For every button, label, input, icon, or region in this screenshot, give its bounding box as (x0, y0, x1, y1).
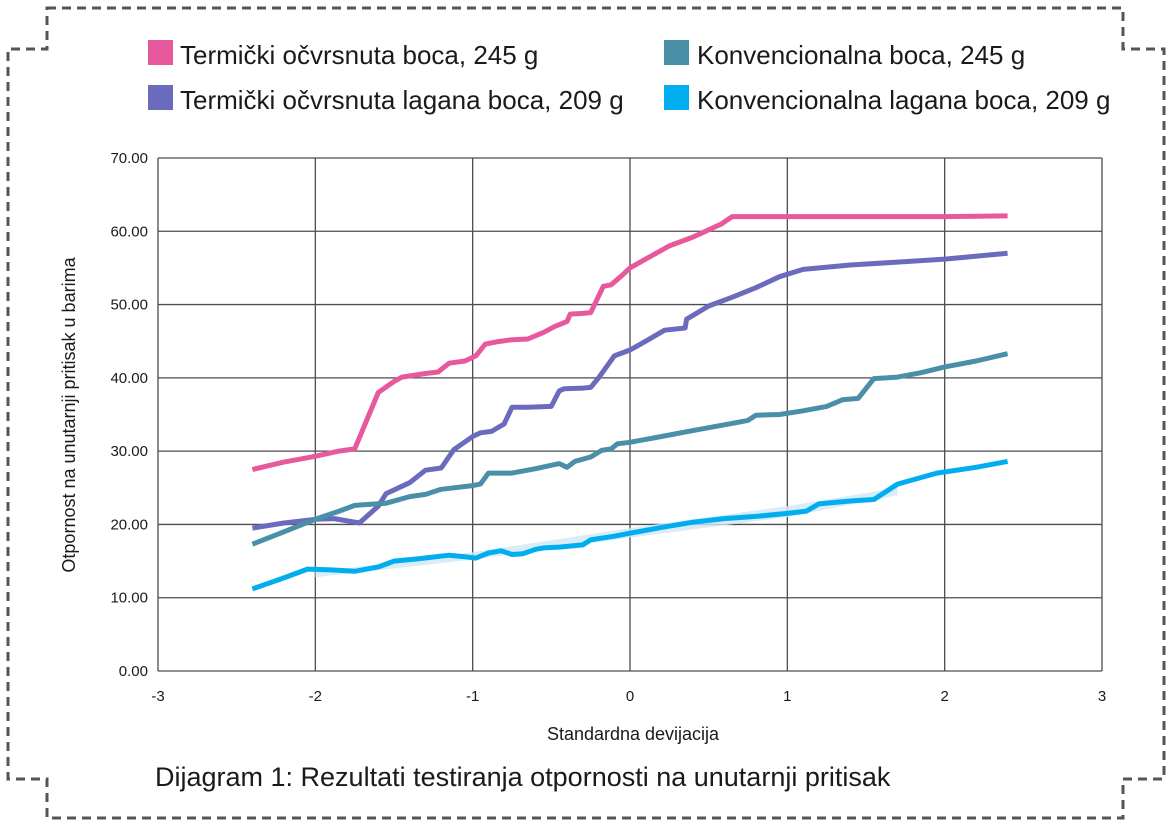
x-axis-label: Standardna devijacija (547, 724, 720, 744)
x-tick-label: -3 (151, 688, 164, 705)
figure-caption: Dijagram 1: Rezultati testiranja otporno… (155, 762, 891, 792)
x-tick-label: 0 (626, 688, 634, 705)
y-tick-label: 30.00 (110, 443, 148, 460)
y-tick-labels: 0.00 10.00 20.00 30.00 40.00 50.00 60.00 70.00 (110, 150, 148, 680)
series-line-1 (252, 250, 1008, 531)
series-line-3 (251, 458, 1009, 592)
legend-label-1: Termički očvrsnuta lagana boca, 209 g (180, 85, 624, 115)
x-tick-label: -2 (309, 688, 322, 705)
x-tick-labels: -3 -2 -1 0 1 2 3 (151, 688, 1106, 705)
band-area (315, 487, 898, 578)
y-axis-label: Otpornost na unutarnji pritisak u barima (59, 256, 79, 572)
y-tick-label: 50.00 (110, 297, 148, 314)
x-tick-label: -1 (466, 688, 479, 705)
legend-swatch-2 (664, 40, 689, 65)
y-tick-label: 70.00 (110, 150, 148, 167)
dashed-frame (6, 6, 1166, 820)
x-tick-label: 3 (1098, 688, 1106, 705)
grid (157, 157, 1103, 672)
y-tick-label: 10.00 (110, 590, 148, 607)
uncertainty-band (315, 487, 898, 578)
x-tick-label: 1 (783, 688, 791, 705)
y-tick-label: 40.00 (110, 370, 148, 387)
legend: Termički očvrsnuta boca, 245 g Termički … (148, 40, 1110, 115)
y-tick-label: 0.00 (119, 663, 148, 680)
series-lines (251, 213, 1009, 592)
x-tick-label: 2 (940, 688, 948, 705)
legend-label-0: Termički očvrsnuta boca, 245 g (180, 40, 538, 70)
y-tick-label: 20.00 (110, 516, 148, 533)
legend-swatch-3 (664, 85, 689, 110)
y-tick-label: 60.00 (110, 223, 148, 240)
series-line-0 (251, 213, 1008, 472)
legend-label-3: Konvencionalna lagana boca, 209 g (697, 85, 1110, 115)
series-line-2 (251, 351, 1009, 547)
legend-swatch-0 (148, 40, 173, 65)
legend-label-2: Konvencionalna boca, 245 g (697, 40, 1025, 70)
legend-swatch-1 (148, 85, 173, 110)
